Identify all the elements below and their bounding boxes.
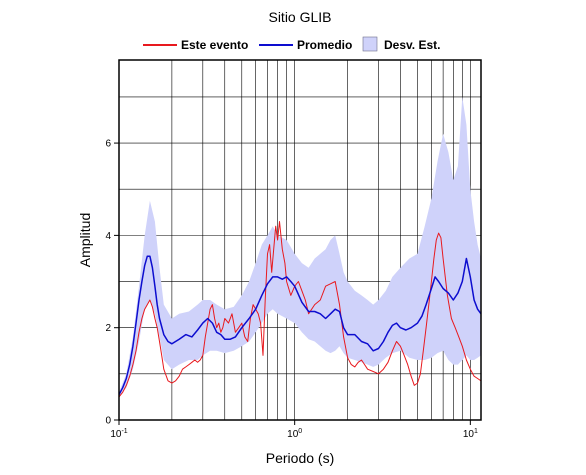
y-axis-label: Amplitud — [77, 213, 93, 267]
y-tick-label: 6 — [105, 139, 111, 150]
x-tick-label: 101 — [463, 428, 478, 440]
plot-area — [119, 96, 481, 398]
legend-label-promedio: Promedio — [297, 38, 352, 52]
legend: Este evento Promedio Desv. Est. — [143, 36, 440, 52]
legend-swatch-desv-est — [362, 36, 378, 52]
y-tick-label: 2 — [105, 323, 111, 334]
y-tick-label: 0 — [105, 416, 111, 427]
legend-label-desv-est: Desv. Est. — [384, 38, 440, 52]
std-band — [119, 96, 481, 397]
plot-frame — [118, 59, 482, 421]
x-tick-label: 100 — [287, 428, 302, 440]
x-tick-label: 10-1 — [110, 428, 127, 440]
legend-label-este-evento: Este evento — [181, 38, 248, 52]
series-line-este-evento — [119, 221, 481, 398]
x-axis-label: Periodo (s) — [266, 450, 334, 466]
series-line-promedio — [119, 255, 481, 395]
chart-title: Sitio GLIB — [268, 9, 331, 25]
y-tick-label: 4 — [105, 231, 111, 242]
axis-ticks: 0 2 4 6 10-1 100 101 — [105, 139, 478, 440]
